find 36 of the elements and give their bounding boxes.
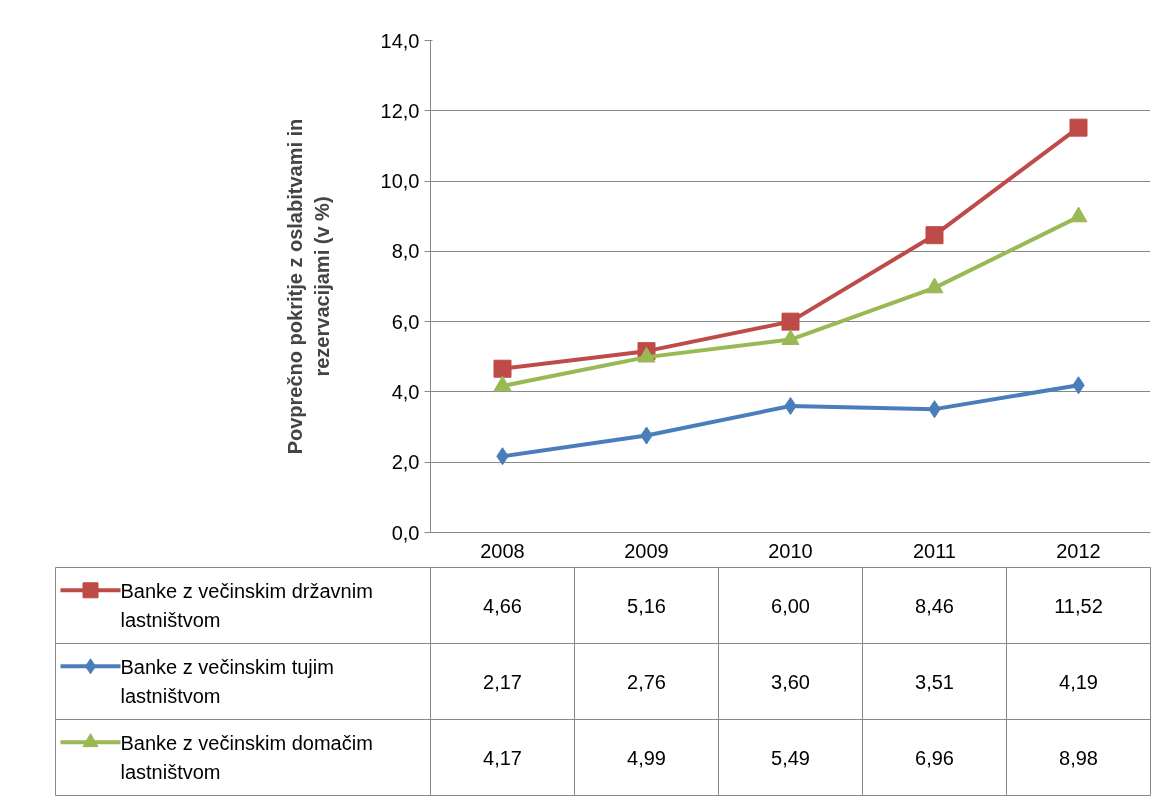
data-label: 5,49 [771,746,810,769]
y-tick-label: 4,0 [391,380,420,403]
data-label: 4,66 [483,594,522,617]
data-label: 8,98 [1059,746,1098,769]
data-label: 5,16 [627,594,666,617]
x-tick-label: 2012 [1056,539,1101,562]
y-axis-title: Povprečno pokritje z oslabitvami in rezervacijami (v %) [284,118,333,455]
point [781,312,800,331]
point [493,359,512,378]
y-tick-label: 8,0 [391,240,420,263]
data-label: 4,17 [483,746,522,769]
data-label: 3,60 [771,670,810,693]
x-tick-label: 2011 [913,539,957,562]
data-label: 4,99 [627,746,666,769]
y-tick-label: 2,0 [391,451,420,474]
legend-label: Banke z večinskim domačim lastništvom [120,731,373,784]
data-label: 4,19 [1059,670,1098,693]
y-tick-label: 6,0 [391,310,420,333]
x-tick-label: 2009 [624,539,669,562]
data-label: 2,76 [627,670,666,693]
point [925,226,944,245]
x-tick-label: 2008 [480,539,525,562]
data-label: 8,46 [915,594,954,617]
point [1069,118,1088,137]
data-label: 3,51 [915,670,954,693]
data-label: 2,17 [483,670,522,693]
y-tick-label: 14,0 [380,29,420,52]
y-tick-label: 10,0 [380,170,420,193]
legend-label: Banke z večinskim tujim lastništvom [120,655,334,708]
data-label: 6,00 [771,594,810,617]
y-tick-label: 0,0 [391,521,420,544]
data-label: 6,96 [915,746,954,769]
y-tick-label: 12,0 [380,99,420,122]
legend-label: Banke z večinskim državnim lastništvom [120,579,373,632]
x-tick-label: 2010 [768,539,813,562]
data-label: 11,52 [1054,594,1103,617]
